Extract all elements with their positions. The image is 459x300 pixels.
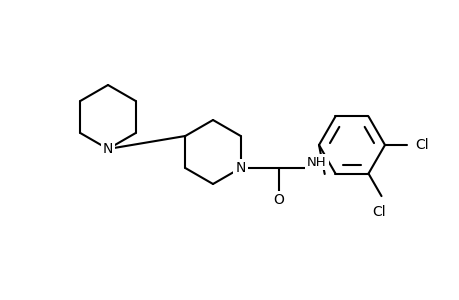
- Text: O: O: [273, 193, 284, 207]
- Text: Cl: Cl: [372, 205, 386, 219]
- Text: N: N: [235, 161, 246, 175]
- Text: NH: NH: [306, 155, 326, 169]
- Text: Cl: Cl: [414, 138, 428, 152]
- Text: N: N: [103, 142, 113, 156]
